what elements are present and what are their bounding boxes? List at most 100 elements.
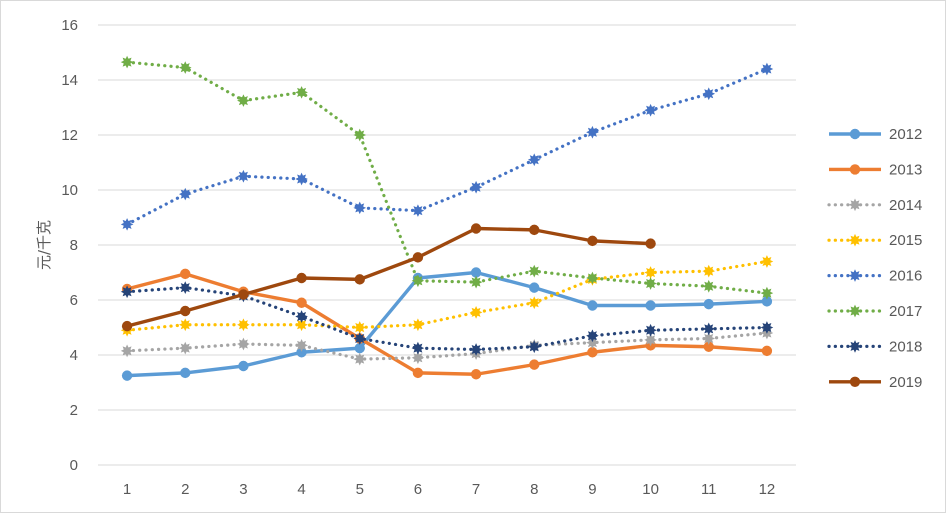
- data-point: [296, 347, 307, 358]
- data-point: [237, 94, 250, 107]
- legend-label: 2017: [889, 303, 922, 320]
- legend-item-2013: 2013: [829, 161, 922, 178]
- legend-marker: [848, 233, 862, 247]
- data-point: [586, 336, 599, 349]
- data-point: [469, 306, 483, 319]
- data-point: [238, 289, 249, 300]
- series-line: [125, 270, 769, 378]
- series-2012: [121, 267, 773, 381]
- data-point: [644, 323, 657, 337]
- data-point: [237, 337, 250, 351]
- data-point: [702, 87, 716, 101]
- y-axis-label: 元/千克: [35, 220, 53, 270]
- x-tick-label: 6: [414, 481, 422, 498]
- series-2016: [120, 62, 774, 231]
- data-point: [760, 62, 774, 76]
- data-point: [120, 55, 134, 69]
- data-point: [354, 342, 365, 354]
- data-point: [354, 274, 365, 285]
- x-tick-label: 5: [356, 481, 364, 498]
- data-point: [178, 61, 192, 74]
- legend-marker: [849, 164, 861, 175]
- data-point: [527, 340, 541, 354]
- y-tick-label: 8: [70, 237, 78, 254]
- series-2019: [121, 223, 656, 332]
- data-point: [178, 318, 192, 332]
- legend-marker: [849, 128, 861, 140]
- legend-label: 2019: [889, 374, 922, 391]
- series-line: [125, 286, 769, 352]
- series-2015: [120, 255, 774, 337]
- series-line: [125, 60, 769, 295]
- legend-marker: [848, 340, 862, 353]
- legend-item-2017: 2017: [827, 303, 922, 320]
- data-point: [295, 86, 308, 99]
- data-point: [587, 235, 598, 247]
- data-point: [353, 332, 367, 345]
- y-tick-label: 10: [61, 182, 78, 199]
- data-point: [469, 275, 483, 289]
- data-point: [295, 310, 308, 323]
- x-tick-label: 2: [181, 481, 189, 498]
- data-point: [527, 296, 541, 310]
- data-point: [411, 318, 425, 332]
- data-point: [353, 201, 367, 215]
- data-point: [760, 255, 774, 268]
- data-point: [586, 125, 599, 139]
- data-point: [353, 128, 367, 142]
- data-point: [411, 204, 425, 217]
- x-tick-label: 10: [642, 481, 659, 498]
- y-tick-label: 16: [61, 17, 78, 34]
- data-point: [760, 286, 774, 300]
- data-point: [469, 180, 483, 194]
- data-point: [121, 320, 133, 332]
- legend-item-2015: 2015: [827, 232, 922, 249]
- data-point: [644, 266, 657, 279]
- data-point: [702, 264, 716, 278]
- data-point: [121, 370, 133, 381]
- legend-item-2012: 2012: [829, 126, 922, 143]
- data-point: [586, 329, 599, 343]
- data-point: [120, 285, 134, 299]
- data-point: [411, 351, 425, 365]
- series-2017: [120, 55, 774, 300]
- data-point: [703, 341, 714, 352]
- legend-item-2019: 2019: [829, 374, 922, 391]
- legend-label: 2013: [889, 161, 922, 178]
- legend-item-2016: 2016: [827, 268, 922, 285]
- x-tick-label: 8: [530, 481, 538, 498]
- legend-item-2014: 2014: [827, 197, 922, 214]
- data-point: [760, 321, 774, 334]
- y-tick-labels: 0 2 4 6 8 10 12 14 16: [61, 17, 78, 474]
- series-line: [125, 226, 653, 328]
- y-tick-label: 2: [70, 402, 78, 419]
- data-point: [237, 318, 250, 332]
- data-point: [761, 345, 773, 357]
- data-point: [178, 281, 192, 294]
- legend-marker: [848, 304, 862, 318]
- x-tick-labels: 1 2 3 4 5 6 7 8 9 10 11 12: [123, 481, 775, 498]
- legend-item-2018: 2018: [827, 338, 922, 355]
- series-line: [125, 67, 769, 226]
- legend-label: 2015: [889, 232, 922, 249]
- data-point: [295, 339, 308, 352]
- y-tick-label: 12: [61, 127, 78, 144]
- data-point: [703, 298, 714, 310]
- data-point: [353, 321, 367, 334]
- data-point: [120, 344, 134, 358]
- y-tick-label: 6: [70, 292, 78, 309]
- x-tick-label: 12: [759, 481, 776, 498]
- data-point: [178, 341, 192, 355]
- data-point: [238, 360, 249, 372]
- data-point: [529, 224, 540, 236]
- data-point: [761, 296, 773, 307]
- data-point: [529, 359, 540, 370]
- data-point: [295, 318, 308, 332]
- data-point: [529, 282, 540, 293]
- legend-marker: [848, 269, 862, 282]
- data-point: [296, 297, 307, 308]
- legend-label: 2016: [889, 268, 922, 285]
- data-point: [180, 268, 191, 280]
- series-line: [125, 259, 769, 332]
